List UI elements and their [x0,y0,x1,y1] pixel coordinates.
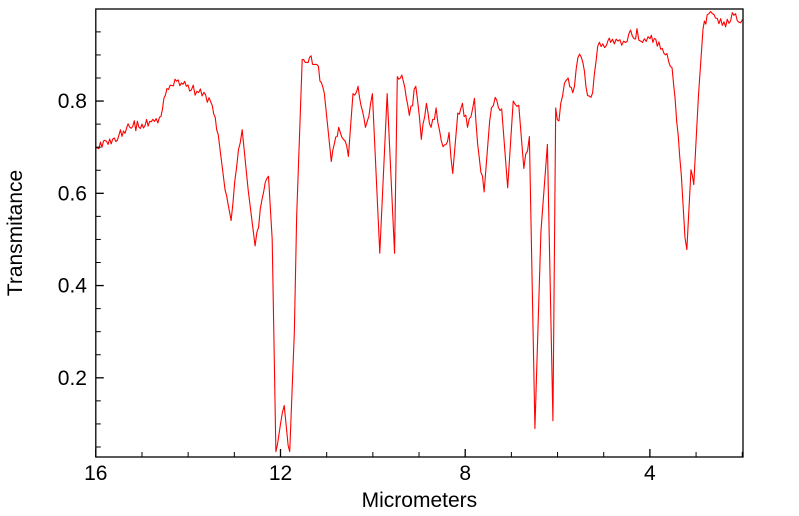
svg-text:0.4: 0.4 [58,275,88,298]
svg-text:0.2: 0.2 [58,367,87,390]
svg-text:Transmitance: Transmitance [4,170,27,296]
svg-text:Micrometers: Micrometers [362,489,478,512]
svg-text:12: 12 [269,462,292,485]
svg-text:0.8: 0.8 [58,90,87,113]
svg-text:4: 4 [644,462,656,485]
svg-text:8: 8 [459,462,471,485]
svg-text:0.6: 0.6 [58,182,87,205]
svg-text:16: 16 [84,462,107,485]
